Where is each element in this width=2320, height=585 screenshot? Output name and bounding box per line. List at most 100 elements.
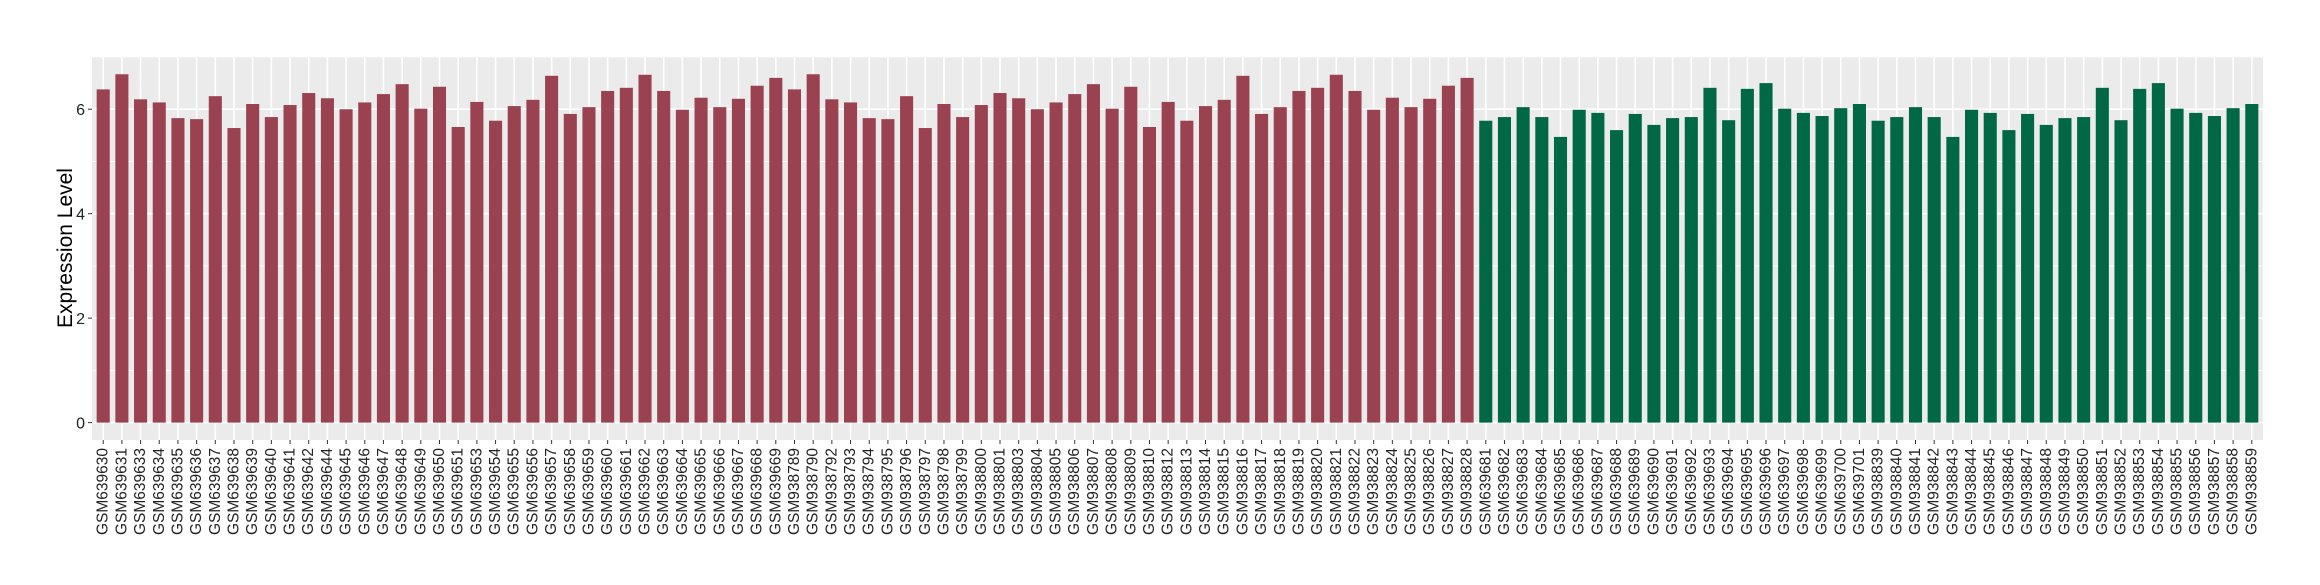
x-tick-label: GSM938794 bbox=[861, 448, 878, 535]
bar-GSM938790 bbox=[806, 74, 820, 423]
x-tick-label: GSM938824 bbox=[1384, 448, 1401, 535]
bar-GSM639647 bbox=[376, 94, 390, 423]
x-tick-label: GSM938858 bbox=[2225, 448, 2242, 535]
x-tick-label: GSM639662 bbox=[637, 448, 654, 535]
x-tick-label: GSM639650 bbox=[431, 448, 448, 535]
x-tick-label: GSM639634 bbox=[151, 448, 168, 535]
bar-GSM938844 bbox=[1965, 109, 1979, 423]
x-tick-label: GSM938816 bbox=[1234, 448, 1251, 535]
x-tick-label: GSM639698 bbox=[1795, 448, 1812, 535]
x-tick-label: GSM639682 bbox=[1496, 448, 1513, 535]
bar-GSM938809 bbox=[1124, 86, 1138, 423]
bar-GSM938803 bbox=[1012, 98, 1026, 423]
bar-GSM639695 bbox=[1740, 88, 1754, 423]
bar-GSM639655 bbox=[507, 106, 521, 423]
bar-GSM938813 bbox=[1180, 120, 1194, 423]
bar-GSM938817 bbox=[1255, 113, 1269, 423]
bar-GSM938827 bbox=[1441, 85, 1455, 423]
x-tick-label: GSM938795 bbox=[879, 448, 896, 535]
bar-GSM639693 bbox=[1703, 87, 1717, 423]
x-axis: GSM639630 GSM639631 GSM639633 GSM639634 GSM6… bbox=[95, 440, 2260, 535]
bar-GSM639641 bbox=[283, 105, 297, 423]
x-tick-label: GSM938806 bbox=[1066, 448, 1083, 535]
x-tick-label: GSM938796 bbox=[898, 448, 915, 535]
bar-GSM938826 bbox=[1423, 98, 1437, 423]
x-tick-label: GSM938812 bbox=[1160, 448, 1177, 535]
x-tick-label: GSM639684 bbox=[1533, 448, 1550, 535]
bar-GSM938816 bbox=[1236, 75, 1250, 423]
bar-GSM639687 bbox=[1591, 112, 1605, 423]
x-tick-label: GSM639688 bbox=[1608, 448, 1625, 535]
bar-GSM639659 bbox=[582, 107, 596, 423]
bar-GSM938851 bbox=[2095, 87, 2109, 423]
x-tick-label: GSM639691 bbox=[1664, 448, 1681, 535]
x-tick-label: GSM938844 bbox=[1963, 448, 1980, 535]
x-tick-label: GSM639639 bbox=[244, 448, 261, 535]
bar-GSM639644 bbox=[320, 98, 334, 423]
bar-GSM938810 bbox=[1142, 126, 1157, 423]
bar-GSM639648 bbox=[395, 84, 409, 423]
x-tick-label: GSM938848 bbox=[2038, 448, 2055, 535]
bar-GSM639664 bbox=[675, 109, 689, 423]
bar-GSM639651 bbox=[451, 126, 465, 423]
x-tick-label: GSM938847 bbox=[2019, 448, 2036, 535]
x-tick-label: GSM938821 bbox=[1328, 448, 1345, 535]
bar-GSM639650 bbox=[432, 86, 447, 423]
bar-GSM639691 bbox=[1666, 118, 1680, 423]
x-tick-label: GSM639642 bbox=[300, 448, 317, 535]
x-tick-label: GSM639689 bbox=[1627, 448, 1644, 535]
x-tick-label: GSM639654 bbox=[487, 448, 504, 535]
x-tick-label: GSM639653 bbox=[468, 448, 485, 535]
x-tick-label: GSM938839 bbox=[1870, 448, 1887, 535]
bar-GSM938847 bbox=[2021, 113, 2035, 423]
bar-GSM938852 bbox=[2114, 120, 2128, 423]
x-tick-label: GSM639638 bbox=[225, 448, 242, 535]
x-tick-label: GSM639687 bbox=[1589, 448, 1606, 535]
x-tick-label: GSM938822 bbox=[1346, 448, 1363, 535]
bar-GSM938789 bbox=[787, 89, 802, 423]
bar-GSM639698 bbox=[1796, 112, 1810, 423]
x-tick-label: GSM938850 bbox=[2075, 448, 2092, 535]
bar-GSM639654 bbox=[489, 120, 503, 423]
bar-GSM639665 bbox=[694, 97, 708, 423]
bar-GSM938839 bbox=[1871, 120, 1885, 423]
y-axis: 0 2 4 6 bbox=[76, 102, 92, 433]
x-tick-label: GSM938852 bbox=[2113, 448, 2130, 535]
bar-GSM938795 bbox=[881, 119, 895, 423]
bar-GSM938799 bbox=[956, 117, 970, 423]
x-tick-label: GSM938840 bbox=[1888, 448, 1905, 535]
bar-GSM639685 bbox=[1553, 136, 1568, 423]
bar-GSM938821 bbox=[1329, 74, 1343, 423]
bar-GSM938858 bbox=[2226, 108, 2240, 423]
x-tick-label: GSM639648 bbox=[394, 448, 411, 535]
y-axis-title: Expression Level bbox=[54, 168, 77, 328]
x-tick-label: GSM639644 bbox=[319, 448, 336, 535]
bar-GSM938815 bbox=[1217, 99, 1231, 423]
x-tick-label: GSM938856 bbox=[2187, 448, 2204, 535]
x-tick-label: GSM639656 bbox=[524, 448, 541, 535]
bar-GSM938792 bbox=[825, 99, 839, 423]
bar-GSM938812 bbox=[1161, 101, 1175, 423]
bar-GSM639662 bbox=[638, 74, 652, 423]
x-tick-label: GSM639636 bbox=[188, 448, 205, 535]
x-tick-label: GSM639658 bbox=[562, 448, 579, 535]
bar-GSM938823 bbox=[1367, 109, 1381, 423]
bar-GSM938840 bbox=[1890, 117, 1904, 423]
x-tick-label: GSM938798 bbox=[935, 448, 952, 535]
bar-GSM639683 bbox=[1516, 107, 1530, 423]
bar-GSM639666 bbox=[713, 107, 727, 423]
bar-GSM938853 bbox=[2133, 88, 2147, 423]
x-tick-label: GSM938826 bbox=[1421, 448, 1438, 535]
x-tick-label: GSM938825 bbox=[1403, 448, 1420, 535]
x-tick-label: GSM639665 bbox=[693, 448, 710, 535]
x-tick-label: GSM639696 bbox=[1758, 448, 1775, 535]
bar-GSM639658 bbox=[563, 113, 577, 423]
bar-GSM639657 bbox=[545, 75, 559, 423]
bar-GSM639686 bbox=[1572, 109, 1586, 423]
x-tick-label: GSM938803 bbox=[1010, 448, 1027, 535]
x-tick-label: GSM938845 bbox=[1982, 448, 1999, 535]
bar-GSM639640 bbox=[264, 117, 278, 423]
x-tick-label: GSM938809 bbox=[1122, 448, 1139, 535]
bar-GSM639634 bbox=[152, 102, 166, 423]
y-tick-label: 6 bbox=[76, 102, 85, 119]
